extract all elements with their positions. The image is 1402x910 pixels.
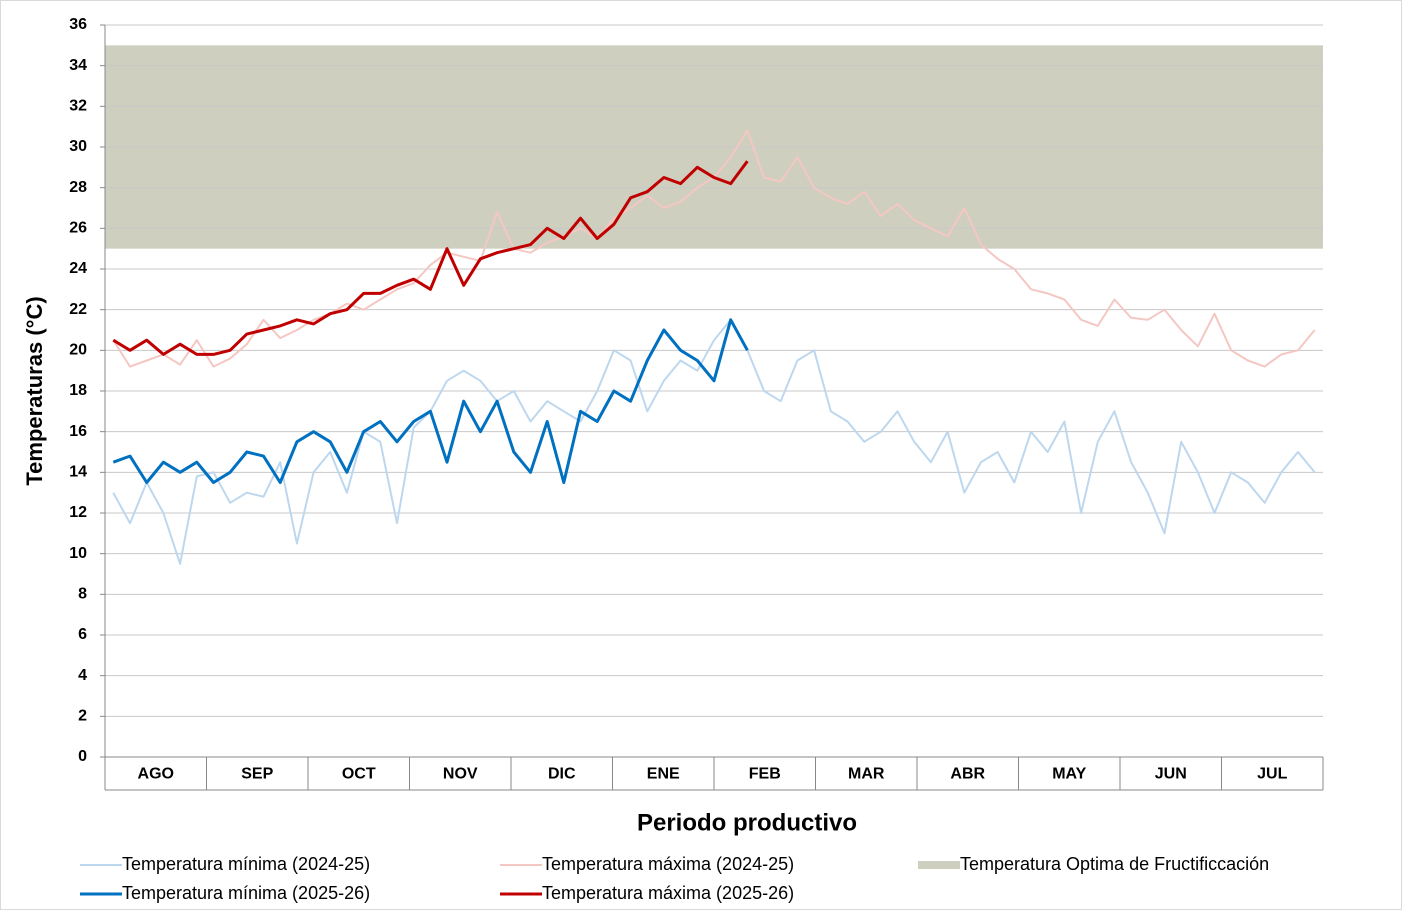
y-tick-label: 24 (69, 260, 87, 277)
x-tick-label: MAY (1052, 766, 1086, 783)
x-tick-label: JUL (1257, 766, 1287, 783)
y-tick-label: 34 (69, 57, 87, 74)
y-tick-label: 36 (69, 16, 87, 33)
y-tick-label: 32 (69, 98, 87, 115)
y-tick-label: 4 (78, 667, 87, 684)
legend-label: Temperatura máxima (2025-26) (542, 883, 794, 903)
y-tick-label: 8 (78, 586, 87, 603)
y-tick-label: 28 (69, 179, 87, 196)
legend-label: Temperatura mínima (2025-26) (122, 883, 370, 903)
y-tick-label: 12 (69, 504, 87, 521)
x-tick-label: DIC (548, 766, 576, 783)
x-tick-label: FEB (749, 766, 781, 783)
legend-label: Temperatura mínima (2024-25) (122, 854, 370, 874)
x-tick-label: SEP (241, 766, 273, 783)
y-tick-label: 18 (69, 382, 87, 399)
y-axis-title: Temperaturas (°C) (22, 296, 47, 485)
y-tick-label: 0 (78, 748, 87, 765)
y-tick-label: 10 (69, 545, 87, 562)
y-tick-label: 14 (69, 464, 87, 481)
y-tick-label: 30 (69, 138, 87, 155)
y-tick-label: 16 (69, 423, 87, 440)
y-tick-label: 26 (69, 220, 87, 237)
series-line (112, 318, 1316, 565)
legend-label: Temperatura Optima de Fructificcación (960, 854, 1269, 874)
series-line (112, 318, 749, 484)
x-tick-label: NOV (443, 766, 478, 783)
y-tick-label: 6 (78, 626, 87, 643)
x-tick-label: ABR (950, 766, 985, 783)
y-tick-label: 2 (78, 708, 87, 725)
x-axis-title: Periodo productivo (637, 809, 857, 836)
x-tick-label: AGO (138, 766, 174, 783)
x-tick-label: OCT (342, 766, 376, 783)
series-line (112, 160, 749, 356)
y-tick-label: 22 (69, 301, 87, 318)
x-tick-label: MAR (848, 766, 885, 783)
x-tick-label: JUN (1155, 766, 1187, 783)
x-tick-label: ENE (647, 766, 680, 783)
y-tick-label: 20 (69, 342, 87, 359)
legend-label: Temperatura máxima (2024-25) (542, 854, 794, 874)
